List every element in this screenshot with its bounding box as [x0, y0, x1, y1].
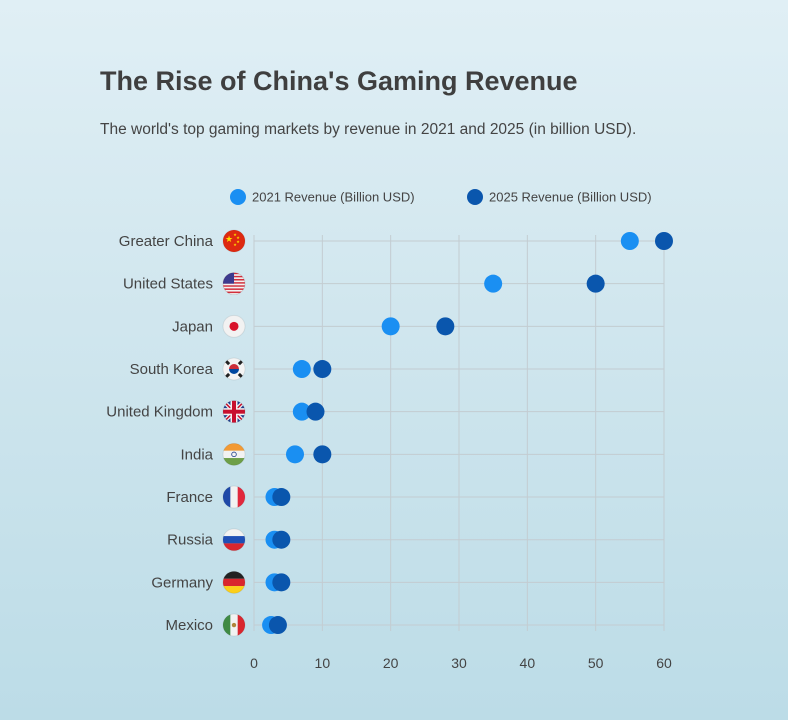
point-2021: [484, 274, 503, 293]
legend-marker-2025: [467, 189, 483, 205]
y-category-label: Russia: [167, 532, 214, 549]
point-2025: [313, 360, 332, 379]
svg-text:★: ★: [233, 232, 237, 237]
uk-flag-icon: [222, 400, 246, 424]
germany-flag-icon: [222, 570, 246, 594]
point-2025: [655, 232, 673, 250]
legend-label-2025: 2025 Revenue (Billion USD): [489, 189, 652, 204]
point-2025: [306, 402, 325, 421]
x-tick-label: 60: [656, 655, 672, 671]
y-category-label: South Korea: [130, 361, 214, 378]
x-tick-label: 40: [520, 655, 536, 671]
y-category-label: Mexico: [165, 617, 213, 634]
russia-flag-icon: [222, 528, 246, 552]
south-korea-flag-icon: [222, 357, 246, 381]
point-2021: [292, 402, 311, 421]
point-2025: [586, 274, 605, 293]
point-2021: [620, 232, 639, 250]
point-2025: [313, 445, 332, 464]
x-tick-label: 10: [315, 655, 331, 671]
x-axis-labels: 0 10 20 30 40 50 60: [250, 655, 672, 671]
point-2021: [292, 360, 311, 379]
data-points: [262, 232, 673, 635]
china-flag-icon: ★★★★★: [222, 229, 246, 253]
svg-text:★: ★: [236, 239, 240, 244]
y-category-label: Greater China: [119, 233, 214, 250]
y-axis-labels: Greater China United States Japan South Kor…: [106, 233, 213, 634]
y-category-label: United Kingdom: [106, 404, 213, 421]
chart-subtitle: The world's top gaming markets by revenu…: [100, 121, 637, 138]
france-flag-icon: [222, 485, 246, 509]
svg-text:★: ★: [233, 242, 237, 247]
point-2021: [381, 317, 400, 336]
y-category-label: Japan: [172, 318, 213, 335]
usa-flag-icon: [222, 272, 246, 296]
x-tick-label: 50: [588, 655, 604, 671]
y-category-label: United States: [123, 276, 213, 293]
x-tick-label: 20: [383, 655, 399, 671]
point-2025: [272, 530, 291, 549]
grid-lines: [253, 235, 665, 632]
y-category-label: India: [180, 446, 213, 463]
svg-text:★: ★: [225, 235, 233, 245]
japan-flag-icon: [222, 314, 246, 338]
legend-marker-2021: [230, 189, 246, 205]
point-2021: [286, 445, 304, 464]
svg-text:★: ★: [236, 235, 240, 240]
legend-label-2021: 2021 Revenue (Billion USD): [252, 189, 415, 204]
point-2025: [436, 317, 455, 336]
point-2025: [272, 573, 291, 592]
y-category-label: Germany: [151, 574, 213, 591]
chart-title: The Rise of China's Gaming Revenue: [100, 66, 578, 96]
y-category-label: France: [166, 489, 213, 506]
point-2025: [272, 488, 291, 507]
chart-legend: 2021 Revenue (Billion USD) 2025 Revenue …: [230, 189, 652, 205]
mexico-flag-icon: [222, 613, 246, 637]
flags-group: ★★★★★: [222, 229, 246, 637]
india-flag-icon: [222, 442, 246, 466]
x-tick-label: 30: [451, 655, 467, 671]
point-2025: [268, 616, 287, 635]
x-tick-label: 0: [250, 655, 258, 671]
